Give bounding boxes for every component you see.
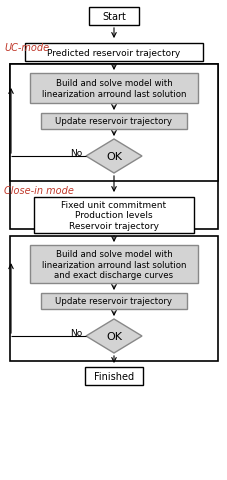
Polygon shape <box>86 140 141 174</box>
FancyBboxPatch shape <box>10 65 217 181</box>
FancyBboxPatch shape <box>10 65 217 229</box>
FancyBboxPatch shape <box>41 293 186 309</box>
Text: Build and solve model with
linearization arround last solution
and exact dischar: Build and solve model with linearization… <box>42 250 185 279</box>
Text: Close-in mode: Close-in mode <box>4 186 74 195</box>
Text: Update reservoir trajectory: Update reservoir trajectory <box>55 297 172 306</box>
Text: Start: Start <box>102 12 125 22</box>
FancyBboxPatch shape <box>25 44 202 62</box>
Text: Update reservoir trajectory: Update reservoir trajectory <box>55 117 172 126</box>
Text: UC-mode: UC-mode <box>4 43 49 53</box>
FancyBboxPatch shape <box>89 8 138 26</box>
Text: Fixed unit commitment
Production levels
Reservoir trajectory: Fixed unit commitment Production levels … <box>61 201 166 230</box>
Polygon shape <box>86 319 141 353</box>
FancyBboxPatch shape <box>34 198 193 233</box>
Text: No: No <box>69 148 82 157</box>
FancyBboxPatch shape <box>85 367 142 385</box>
FancyBboxPatch shape <box>30 74 197 104</box>
Text: Build and solve model with
linearization arround last solution: Build and solve model with linearization… <box>42 79 185 98</box>
FancyBboxPatch shape <box>10 237 217 361</box>
Text: OK: OK <box>106 331 121 341</box>
FancyBboxPatch shape <box>41 114 186 130</box>
Text: No: No <box>69 328 82 337</box>
Text: Finished: Finished <box>94 371 133 381</box>
Text: OK: OK <box>106 152 121 162</box>
Text: Predicted reservoir trajectory: Predicted reservoir trajectory <box>47 48 180 58</box>
FancyBboxPatch shape <box>30 245 197 283</box>
